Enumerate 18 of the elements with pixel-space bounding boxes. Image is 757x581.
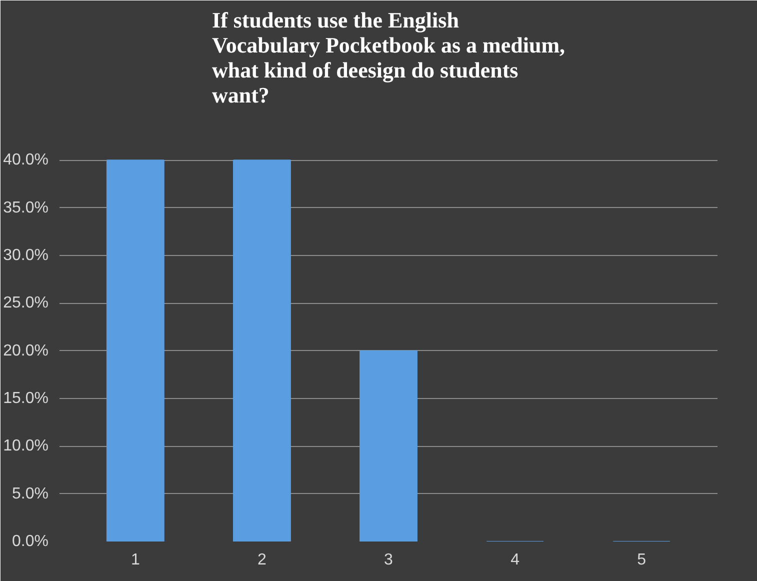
y-tick-label: 5.0% [12,485,48,502]
chart-title: If students use the English Vocabulary Pocketbook as a medium, what kind of deesign do students want? [212,8,566,108]
x-tick-label: 2 [258,552,267,568]
y-tick-label: 25.0% [3,294,49,312]
y-tick-label: 30.0% [3,247,49,264]
x-tick-label: 4 [510,552,520,568]
y-tick-label: 0.0% [12,533,48,550]
bar [360,350,418,542]
x-tick-label: 1 [130,552,140,568]
y-tick-label: 35.0% [3,199,49,216]
x-tick-label: 3 [384,552,394,568]
y-tick-label: 10.0% [3,438,49,455]
bar [106,160,164,542]
y-tick-label: 40.0% [3,152,49,169]
bar [232,160,291,542]
x-tick-label: 5 [637,552,646,568]
y-tick-label: 20.0% [3,342,49,360]
y-tick-label: 15.0% [3,390,49,407]
